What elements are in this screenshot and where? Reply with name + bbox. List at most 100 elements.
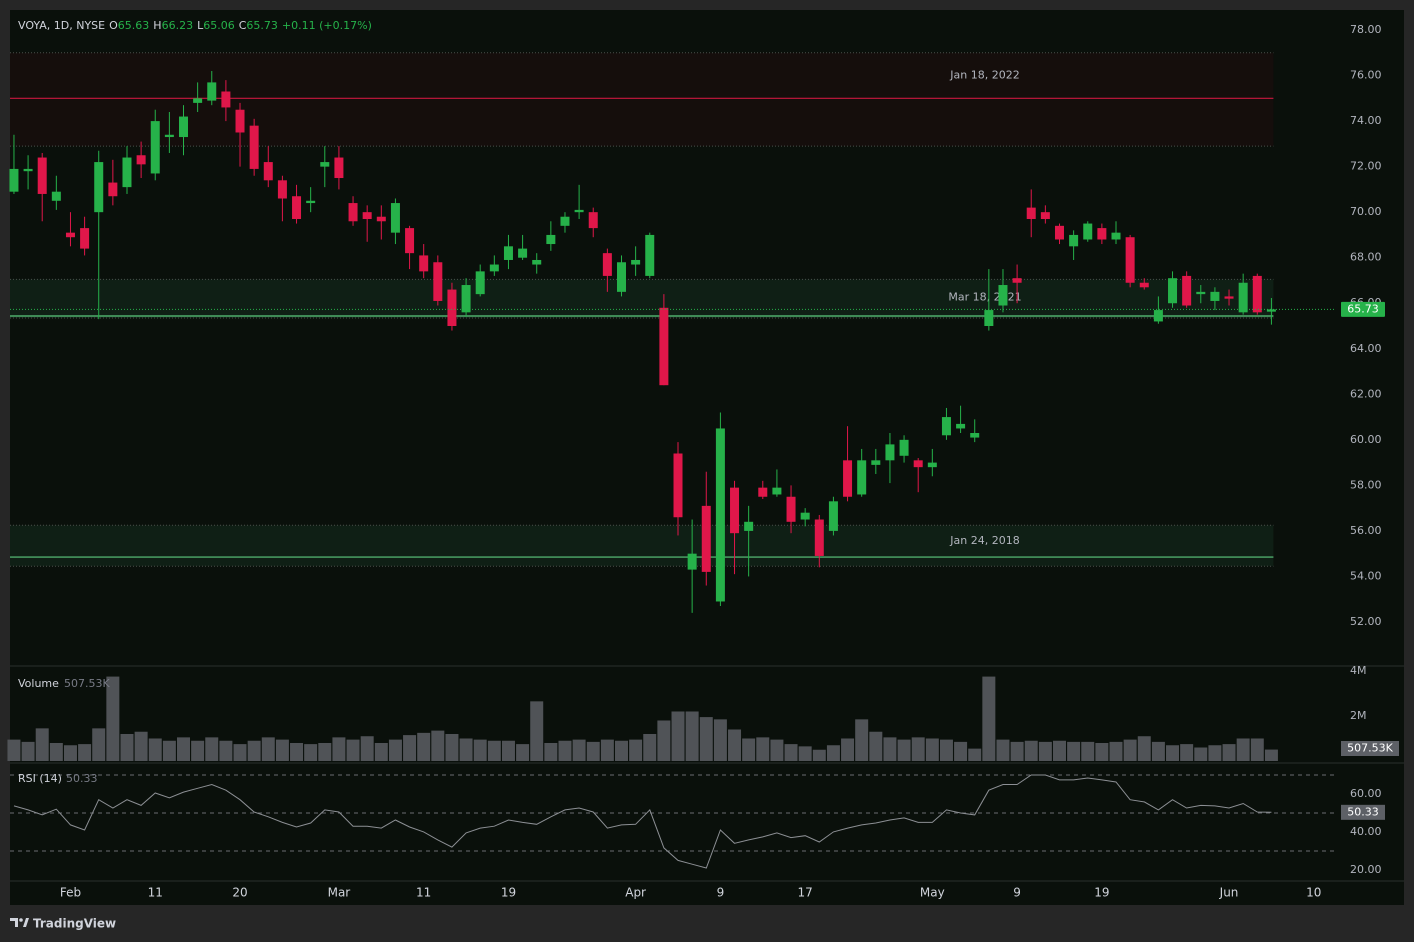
- volume-bar: [1137, 736, 1151, 761]
- y-tick-label: 56.00: [1350, 524, 1382, 537]
- volume-bar: [92, 728, 106, 761]
- x-tick-label: Mar: [328, 886, 351, 900]
- volume-bar: [346, 739, 360, 761]
- volume-bar: [21, 741, 35, 761]
- candle-body: [1210, 291, 1220, 301]
- candle-body: [715, 428, 725, 602]
- volume-bar: [572, 739, 586, 761]
- candle-body: [80, 228, 90, 249]
- y-tick-label: 52.00: [1350, 615, 1382, 628]
- volume-bar: [148, 738, 162, 761]
- volume-title: Volume: [18, 677, 59, 690]
- volume-bar: [134, 731, 148, 761]
- volume-bar: [812, 749, 826, 761]
- rsi-value: 50.33: [66, 772, 98, 785]
- volume-bar: [162, 740, 176, 761]
- candle-body: [207, 82, 217, 101]
- candle-body: [701, 505, 711, 572]
- volume-bar: [191, 740, 205, 761]
- x-tick-label: 9: [1013, 886, 1021, 900]
- candle-body: [405, 228, 415, 254]
- candle-body: [334, 157, 344, 179]
- candle-body: [489, 264, 499, 272]
- x-tick-label: Apr: [625, 886, 646, 900]
- candle-body: [1012, 278, 1022, 283]
- volume-bar: [728, 729, 742, 761]
- x-tick-label: 17: [798, 886, 813, 900]
- volume-bar: [275, 739, 289, 761]
- volume-bar: [530, 701, 544, 761]
- volume-bar: [233, 744, 247, 761]
- candle-body: [193, 98, 203, 103]
- volume-bar: [290, 742, 304, 761]
- volume-bar: [1095, 742, 1109, 761]
- ohlc-label: C: [239, 19, 247, 32]
- volume-bar: [1109, 741, 1123, 761]
- candle-body: [475, 271, 485, 295]
- volume-bar: [671, 711, 685, 761]
- rsi-tick-label: 60.00: [1350, 787, 1382, 800]
- candle-body: [871, 460, 881, 465]
- ohlc-label: O: [109, 19, 118, 32]
- volume-bar: [826, 745, 840, 761]
- volume-bar: [1123, 739, 1137, 761]
- volume-bar: [911, 737, 925, 761]
- y-tick-label: 54.00: [1350, 569, 1382, 582]
- x-tick-label: Jun: [1219, 886, 1239, 900]
- volume-bar: [629, 739, 643, 761]
- ohlc-value: 65.73: [246, 19, 278, 32]
- volume-bar: [1236, 738, 1250, 761]
- x-tick-label: Feb: [60, 886, 81, 900]
- volume-bar: [388, 739, 402, 761]
- volume-bar: [374, 742, 388, 761]
- volume-bar: [1052, 740, 1066, 761]
- volume-bar: [516, 744, 530, 761]
- candle-body: [956, 423, 966, 429]
- rsi-current-box: [1341, 804, 1385, 820]
- volume-bar: [925, 738, 939, 761]
- volume-bar: [897, 739, 911, 761]
- candle-body: [320, 162, 330, 167]
- candle-body: [800, 512, 810, 520]
- candle-body: [814, 519, 824, 556]
- candle-body: [348, 203, 358, 222]
- volume-tick-label: 2M: [1350, 709, 1367, 722]
- candle-body: [433, 262, 443, 301]
- volume-bar: [1180, 744, 1194, 761]
- volume-bar: [713, 719, 727, 761]
- volume-bar: [996, 739, 1010, 761]
- rsi-tick-label: 40.00: [1350, 825, 1382, 838]
- candle-body: [1040, 212, 1050, 219]
- candle-body: [758, 487, 768, 497]
- candle-body: [546, 234, 556, 245]
- volume-bar: [304, 744, 318, 761]
- volume-bar: [954, 741, 968, 761]
- volume-bar: [756, 737, 770, 761]
- candle-body: [1111, 232, 1121, 240]
- volume-current-label: 507.53K: [1347, 742, 1393, 755]
- volume-bar: [968, 748, 982, 761]
- volume-bar: [841, 738, 855, 761]
- volume-bar: [798, 746, 812, 761]
- x-tick-label: 11: [148, 886, 163, 900]
- candle-body: [1026, 207, 1036, 219]
- volume-bar: [1038, 741, 1052, 761]
- candle-body: [560, 216, 570, 226]
- last-price-label: 65.73: [1347, 302, 1379, 315]
- volume-bar: [742, 738, 756, 761]
- candle-body: [532, 259, 542, 265]
- volume-bar: [459, 738, 473, 761]
- y-tick-label: 70.00: [1350, 205, 1382, 218]
- volume-bar: [544, 742, 558, 761]
- candle-body: [899, 439, 909, 456]
- volume-bar: [417, 732, 431, 761]
- volume-bar: [177, 737, 191, 761]
- volume-bar: [431, 730, 445, 761]
- volume-bar: [657, 720, 671, 761]
- candle-body: [1083, 223, 1093, 240]
- volume-bar: [403, 735, 417, 761]
- candle-body: [503, 246, 513, 260]
- volume-bar: [558, 740, 572, 761]
- volume-bar: [855, 719, 869, 761]
